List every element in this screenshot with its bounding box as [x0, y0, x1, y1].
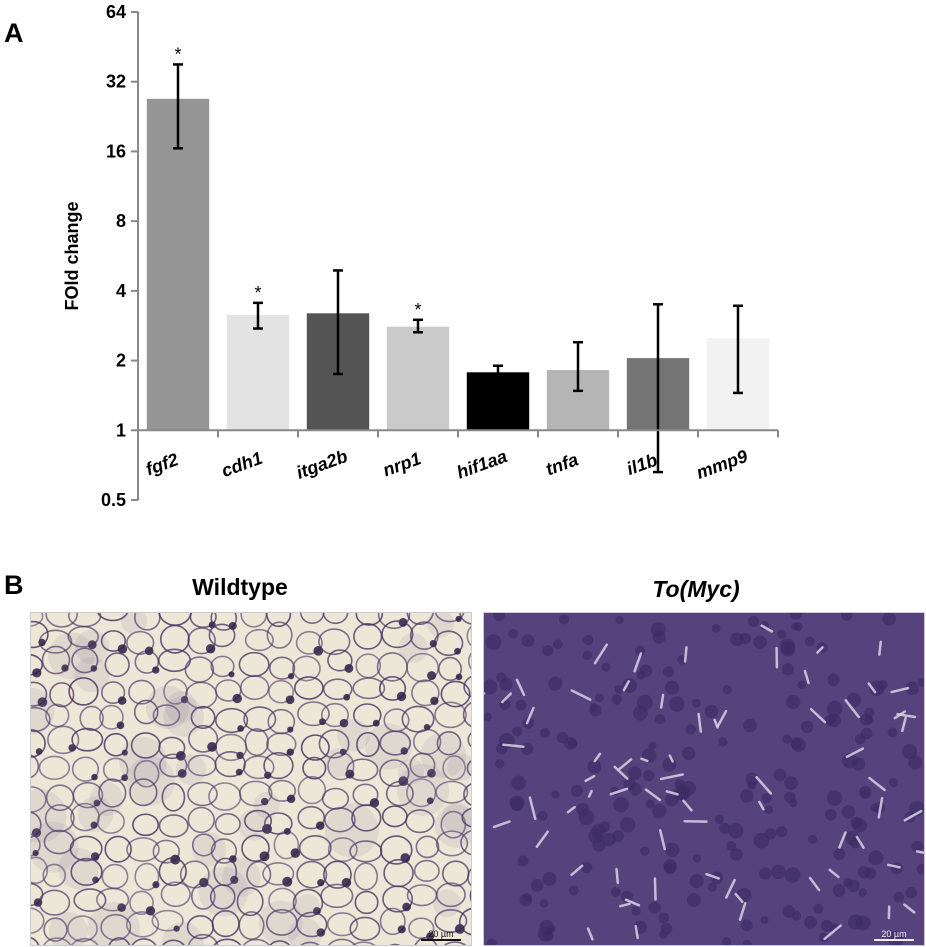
y-tick-label: 0.5: [101, 490, 126, 510]
y-tick-label: 16: [106, 141, 126, 161]
wildtype-histology-image: 20 µm: [30, 612, 472, 946]
y-tick-label: 4: [116, 281, 126, 301]
myc-histology-image: 20 µm: [483, 612, 925, 946]
myc-scale-bar: 20 µm: [874, 929, 914, 941]
significance-marker: *: [174, 44, 181, 64]
panel-b-label: B: [4, 570, 24, 600]
category-label: itga2b: [294, 446, 351, 483]
wildtype-image-title: Wildtype: [192, 574, 288, 600]
bar: [386, 326, 450, 431]
y-axis-label: FOld change: [62, 201, 82, 310]
category-label: mmp9: [694, 446, 751, 483]
y-tick-label: 8: [116, 211, 126, 231]
wildtype-tissue-texture: [31, 613, 471, 945]
category-label: cdh1: [219, 448, 265, 481]
y-tick-label: 1: [116, 420, 126, 440]
category-label: il1b: [624, 450, 660, 479]
myc-image-title: To(Myc): [652, 576, 740, 602]
category-label: hif1aa: [454, 446, 510, 483]
y-tick-label: 2: [116, 351, 126, 371]
category-label: tnfa: [543, 449, 581, 479]
panel-a-label: A: [4, 18, 24, 48]
significance-marker: *: [254, 283, 261, 303]
significance-marker: *: [414, 300, 421, 320]
category-label: fgf2: [143, 449, 181, 479]
category-label: nrp1: [380, 448, 424, 480]
myc-tissue-texture: [484, 613, 924, 945]
wildtype-scale-bar: 20 µm: [421, 929, 461, 941]
y-tick-label: 64: [106, 2, 126, 22]
bar: [226, 314, 290, 431]
fold-change-bar-chart: 0.5 1 2 4 8 16 32 64 FOld change * fgf2 * cdh1 itga2b…: [62, 2, 779, 510]
bar: [146, 98, 210, 431]
bar: [466, 372, 530, 431]
y-tick-label: 32: [106, 72, 126, 92]
